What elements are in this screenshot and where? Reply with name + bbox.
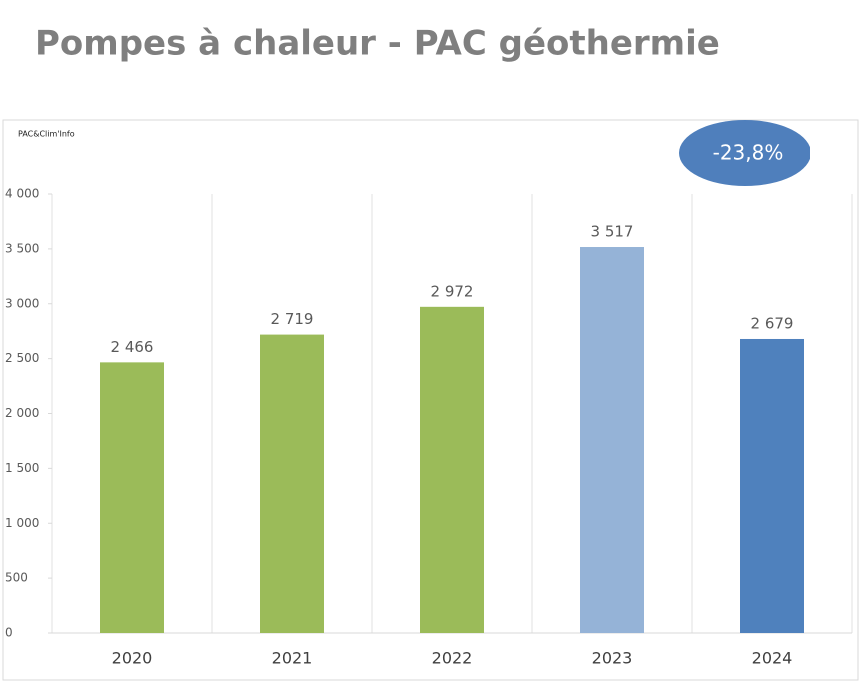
value-label: 2 466 (111, 338, 154, 356)
value-label: 3 517 (591, 223, 634, 241)
source: PAC&Clim'Info (18, 130, 75, 139)
bar (420, 306, 484, 633)
x-tick-label: 2024 (752, 649, 793, 668)
annotation: -23,8% (713, 141, 784, 165)
y-tick-label: 1 500 (5, 461, 39, 475)
y-tick-label: 4 000 (5, 187, 39, 201)
annotation-badge (679, 120, 810, 186)
value-label: 2 719 (271, 310, 314, 328)
value-label: 2 679 (751, 314, 794, 332)
y-tick-label: 2 000 (5, 406, 39, 420)
x-tick-label: 2021 (272, 649, 313, 668)
bar (740, 338, 804, 633)
y-tick-label: 2 500 (5, 351, 39, 365)
y-tick-label: 1 000 (5, 516, 39, 530)
chart-title: Pompes à chaleur - PAC géothermie (35, 24, 720, 64)
y-tick-label: 500 (5, 571, 28, 585)
y-tick-label: 0 (5, 626, 13, 640)
x-tick-label: 2020 (112, 649, 153, 668)
y-tick-label: 3 000 (5, 296, 39, 310)
bar (260, 334, 324, 633)
x-tick-label: 2023 (592, 649, 633, 668)
y-tick-label: 3 500 (5, 241, 39, 255)
bar (100, 362, 164, 633)
x-tick-label: 2022 (432, 649, 473, 668)
bar (580, 247, 644, 633)
value-label: 2 972 (431, 282, 474, 300)
